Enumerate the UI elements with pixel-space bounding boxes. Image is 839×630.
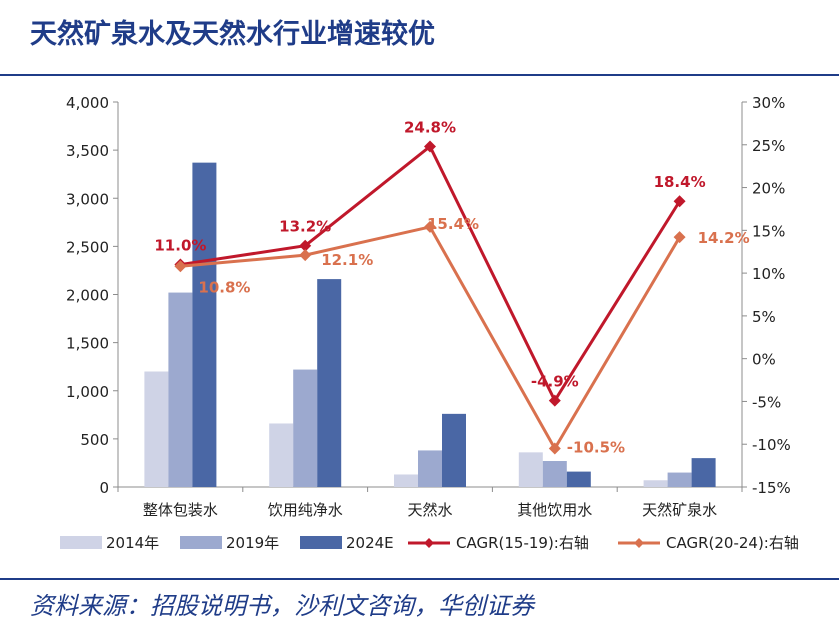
line-point xyxy=(548,442,561,455)
x-tick-label: 饮用纯净水 xyxy=(268,501,343,519)
y-right-tick-label: 10% xyxy=(752,265,785,283)
data-label: 15.4% xyxy=(427,215,479,233)
y-left-tick-label: 2,000 xyxy=(66,287,109,305)
y-left-tick-label: 0 xyxy=(99,479,109,497)
bar-2014年-天然矿泉水 xyxy=(643,480,668,487)
legend-label: 2019年 xyxy=(226,534,279,552)
bar-2014年-饮用纯净水 xyxy=(269,423,294,487)
line-point xyxy=(548,394,561,407)
bar-2014年-整体包装水 xyxy=(144,371,169,487)
bar-2024E-天然水 xyxy=(442,413,466,487)
bar-2024E-饮用纯净水 xyxy=(317,279,342,487)
legend-label: CAGR(15-19):右轴 xyxy=(456,534,589,552)
y-left-tick-label: 2,500 xyxy=(66,238,109,256)
y-right-tick-label: -5% xyxy=(752,393,781,411)
bar-2024E-整体包装水 xyxy=(192,162,217,487)
data-label: 13.2% xyxy=(279,218,331,236)
chart-data-labels: 11.0% 13.2% 24.8% -4.9% 18.4% 10.8% 12.1% 15.4%… xyxy=(154,118,749,456)
legend-label: 2014年 xyxy=(106,534,159,552)
bar-2014年-天然水 xyxy=(394,474,418,487)
legend-swatch xyxy=(180,536,222,549)
bar-2019年-天然水 xyxy=(418,450,442,487)
legend-label: 2024E xyxy=(346,534,394,552)
y-right-tick-label: 0% xyxy=(752,351,776,369)
source-note: 资料来源：招股说明书，沙利文咨询，华创证券 xyxy=(30,592,534,620)
bar-2019年-整体包装水 xyxy=(168,292,193,487)
y-left-tick-label: 3,000 xyxy=(66,190,109,208)
data-label: 24.8% xyxy=(404,118,456,136)
line-point xyxy=(424,140,436,153)
y-left-tick-label: 4,000 xyxy=(66,94,109,112)
y-left-tick-label: 1,000 xyxy=(66,383,109,401)
y-right-tick-label: 5% xyxy=(752,308,776,326)
x-tick-label: 其他饮用水 xyxy=(517,501,592,519)
title-divider xyxy=(0,74,839,76)
source-divider xyxy=(0,578,839,580)
page-title: 天然矿泉水及天然水行业增速较优 xyxy=(30,19,435,50)
line-point xyxy=(673,195,686,208)
legend-label: CAGR(20-24):右轴 xyxy=(666,534,799,552)
y-right-tick-label: 30% xyxy=(752,94,785,112)
y-right-tick-label: 25% xyxy=(752,137,785,155)
x-tick-label: 天然矿泉水 xyxy=(642,501,717,519)
data-label: -10.5% xyxy=(567,439,625,457)
line-point xyxy=(299,249,312,262)
legend-swatch xyxy=(300,536,342,549)
bar-2019年-其他饮用水 xyxy=(542,461,567,487)
y-right-tick-label: -15% xyxy=(752,479,791,497)
line-series-2 xyxy=(180,225,681,452)
chart-legend: 2014年 2019年 2024E CAGR(15-19):右轴 CAGR(20-24)… xyxy=(60,534,799,552)
bar-2024E-天然矿泉水 xyxy=(691,458,716,487)
y-left-tick-label: 500 xyxy=(80,431,109,449)
data-label: 11.0% xyxy=(154,237,206,255)
bar-2024E-其他饮用水 xyxy=(566,471,591,487)
y-right-tick-label: -10% xyxy=(752,436,791,454)
legend-marker xyxy=(424,538,434,548)
line-point xyxy=(299,239,312,252)
chart-bars xyxy=(144,162,716,487)
data-label: 10.8% xyxy=(198,278,250,296)
x-tick-label: 整体包装水 xyxy=(143,501,218,519)
line-point xyxy=(174,260,187,273)
legend-swatch xyxy=(60,536,102,549)
y-right-tick-label: 15% xyxy=(752,222,785,240)
x-tick-label: 天然水 xyxy=(407,501,452,519)
chart-axes: 0 500 1,000 1,500 2,000 2,500 3,000 3,500 4,000 -… xyxy=(66,94,791,519)
bar-2019年-饮用纯净水 xyxy=(293,369,318,487)
data-label: 14.2% xyxy=(698,229,750,247)
line-point xyxy=(673,231,686,244)
y-left-tick-label: 1,500 xyxy=(66,335,109,353)
data-label: 18.4% xyxy=(654,173,706,191)
bar-2019年-天然矿泉水 xyxy=(667,472,692,487)
data-label: 12.1% xyxy=(321,251,373,269)
data-label: -4.9% xyxy=(531,373,579,391)
bar-2014年-其他饮用水 xyxy=(518,452,543,487)
y-right-tick-label: 20% xyxy=(752,180,785,198)
line-point xyxy=(424,220,436,233)
chart-lines xyxy=(174,140,686,455)
y-left-tick-label: 3,500 xyxy=(66,142,109,160)
legend-marker xyxy=(634,538,644,548)
